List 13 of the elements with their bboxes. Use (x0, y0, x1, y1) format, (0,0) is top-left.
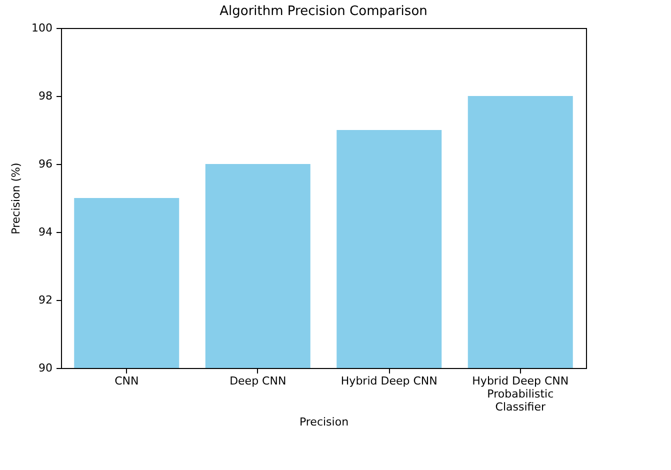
x-tick-label: CNN (114, 374, 139, 388)
y-axis-title: Precision (%) (10, 162, 23, 234)
x-tick-label: Deep CNN (230, 374, 286, 388)
y-tick-label: 90 (38, 362, 52, 374)
y-tick-label: 96 (38, 158, 52, 170)
y-tick-label: 100 (32, 22, 52, 34)
x-tick-label: Hybrid Deep CNN Probabilistic Classifier (472, 374, 569, 414)
chart-title: Algorithm Precision Comparison (220, 4, 428, 19)
y-tick-label: 94 (38, 226, 52, 238)
x-axis-title: Precision (299, 416, 349, 428)
y-tick-label: 92 (38, 294, 52, 306)
y-tick-label: 98 (38, 90, 52, 102)
x-tick-label: Hybrid Deep CNN (340, 374, 438, 388)
